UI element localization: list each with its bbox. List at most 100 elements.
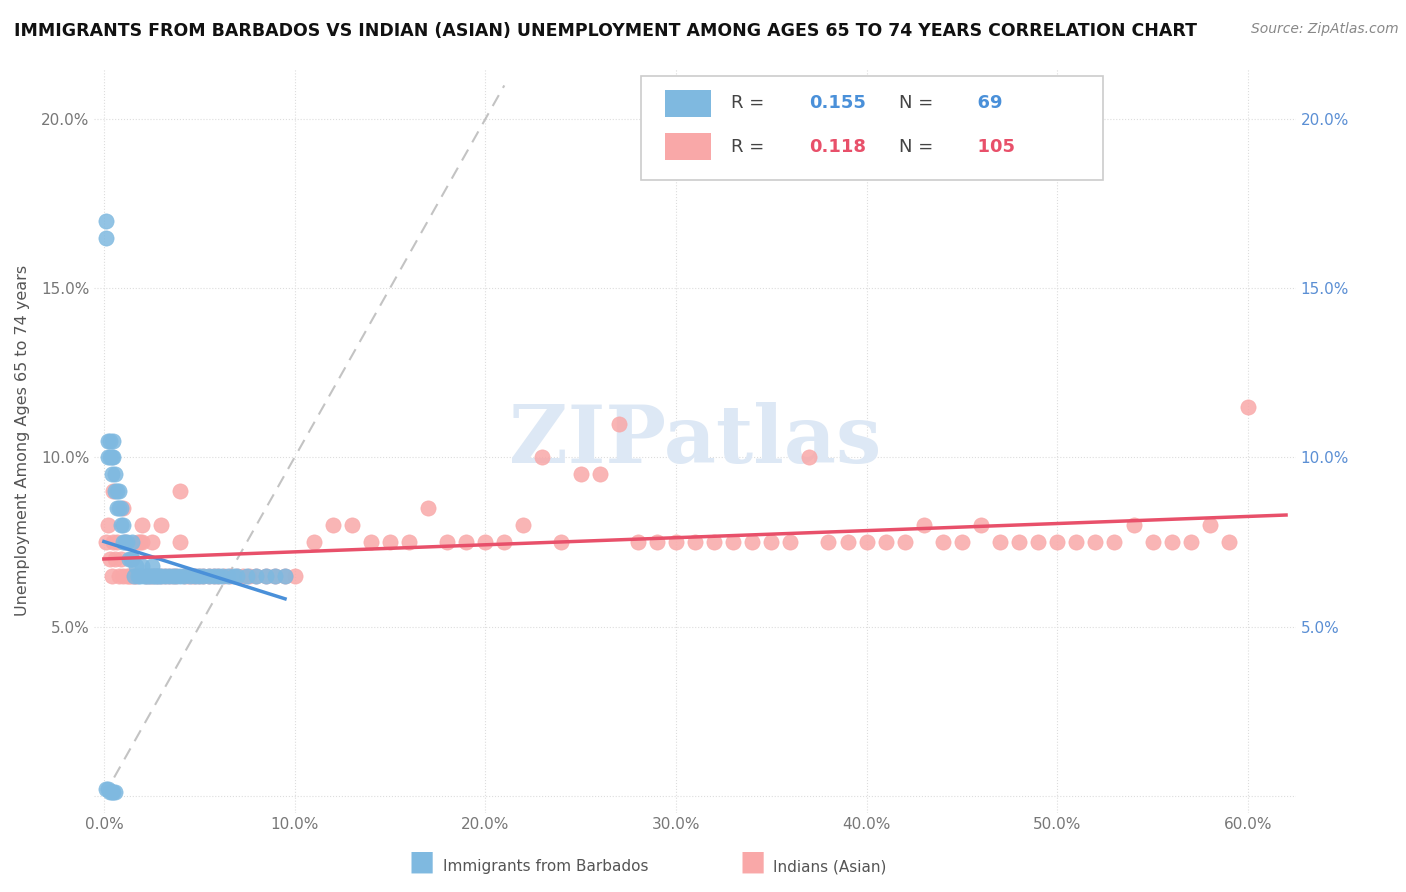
Point (322, 518, 344, 533)
Point (100, 467, 122, 482)
Point (254, 569, 277, 583)
Point (110, 552, 132, 566)
Point (1142, 535, 1164, 549)
Point (97, 450, 120, 465)
Point (150, 569, 173, 583)
Point (1046, 535, 1069, 549)
Point (94, 781, 117, 796)
Point (157, 569, 180, 583)
Point (627, 535, 650, 549)
Point (191, 569, 214, 583)
Point (121, 552, 143, 566)
Point (97, 781, 120, 796)
Point (131, 558, 153, 573)
Point (110, 518, 132, 533)
Point (138, 569, 160, 583)
Point (184, 569, 207, 583)
Point (222, 569, 245, 583)
Point (912, 518, 935, 533)
Point (111, 535, 134, 549)
Point (875, 535, 897, 549)
Point (114, 535, 136, 549)
Point (118, 552, 141, 566)
Text: N =: N = (900, 95, 939, 112)
Point (169, 484, 191, 499)
Point (893, 535, 915, 549)
Point (98, 785, 121, 799)
Point (105, 535, 128, 549)
Point (264, 569, 287, 583)
Point (105, 484, 128, 499)
Point (125, 558, 148, 573)
Point (211, 569, 233, 583)
Text: Indians (Asian): Indians (Asian) (773, 859, 887, 874)
Point (665, 535, 688, 549)
Point (97, 518, 120, 533)
Point (104, 785, 127, 799)
Point (135, 569, 157, 583)
Point (218, 569, 240, 583)
Text: N =: N = (900, 137, 939, 155)
Point (94, 535, 117, 549)
Text: ■: ■ (740, 848, 765, 876)
Point (207, 569, 229, 583)
Point (157, 569, 180, 583)
Point (180, 569, 202, 583)
Point (103, 785, 125, 799)
Point (98, 450, 121, 465)
Point (1008, 535, 1031, 549)
Point (114, 535, 136, 549)
Point (217, 569, 239, 583)
Bar (665, 90, 710, 117)
Point (1237, 400, 1260, 414)
Point (165, 569, 187, 583)
Point (162, 569, 184, 583)
Point (108, 501, 131, 516)
Point (108, 569, 131, 583)
Point (1084, 535, 1107, 549)
Point (226, 569, 249, 583)
Point (173, 569, 195, 583)
Point (111, 518, 134, 533)
Point (94, 213, 117, 227)
Point (741, 535, 763, 549)
Text: 105: 105 (966, 137, 1015, 155)
Point (254, 569, 277, 583)
Point (104, 484, 127, 499)
Point (142, 569, 165, 583)
Point (238, 569, 260, 583)
Point (283, 569, 305, 583)
Point (94, 230, 117, 244)
Text: 0.155: 0.155 (808, 95, 866, 112)
Point (188, 569, 211, 583)
Text: IMMIGRANTS FROM BARBADOS VS INDIAN (ASIAN) UNEMPLOYMENT AMONG AGES 65 TO 74 YEAR: IMMIGRANTS FROM BARBADOS VS INDIAN (ASIA… (14, 22, 1197, 40)
Point (588, 467, 610, 482)
Point (761, 535, 783, 549)
Point (184, 569, 207, 583)
Point (1218, 535, 1240, 549)
Point (245, 569, 267, 583)
Point (398, 535, 420, 549)
Point (1160, 535, 1182, 549)
Point (148, 569, 170, 583)
Point (121, 535, 143, 549)
Point (264, 569, 287, 583)
Point (855, 535, 877, 549)
Point (135, 569, 157, 583)
Point (100, 569, 122, 583)
Point (191, 569, 214, 583)
Point (950, 535, 973, 549)
Text: 0.118: 0.118 (808, 137, 866, 155)
Point (607, 417, 630, 431)
Point (131, 535, 153, 549)
Point (136, 569, 159, 583)
Point (104, 552, 127, 566)
Text: R =: R = (731, 95, 770, 112)
Point (988, 535, 1011, 549)
Point (177, 569, 200, 583)
Point (143, 569, 166, 583)
Bar (665, 133, 710, 160)
Text: R =: R = (731, 137, 770, 155)
Point (1066, 535, 1088, 549)
Point (1122, 518, 1144, 533)
